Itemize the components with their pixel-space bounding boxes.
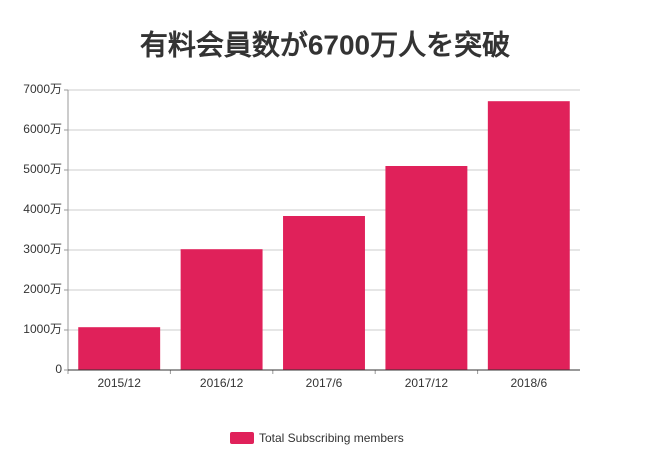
chart-title: 有料会員数が6700万人を突破 [140,28,510,60]
bar [487,101,570,370]
y-tick-label: 6000万 [23,122,62,136]
y-tick-label: 7000万 [23,82,62,96]
x-tick-label: 2015/12 [98,376,142,390]
y-tick-label: 0 [55,362,62,376]
legend-label: Total Subscribing members [259,431,404,445]
bar [78,327,161,370]
x-tick-label: 2017/6 [306,376,343,390]
y-tick-label: 1000万 [23,322,62,336]
bar [283,216,365,370]
x-tick-label: 2018/6 [510,376,547,390]
y-tick-label: 4000万 [23,202,62,216]
x-tick-label: 2017/12 [405,376,449,390]
x-tick-label: 2016/12 [200,376,244,390]
y-tick-label: 5000万 [23,162,62,176]
bar [180,249,263,370]
y-tick-label: 2000万 [23,282,62,296]
y-tick-label: 3000万 [23,242,62,256]
legend-swatch [230,432,254,444]
bar [385,166,468,370]
